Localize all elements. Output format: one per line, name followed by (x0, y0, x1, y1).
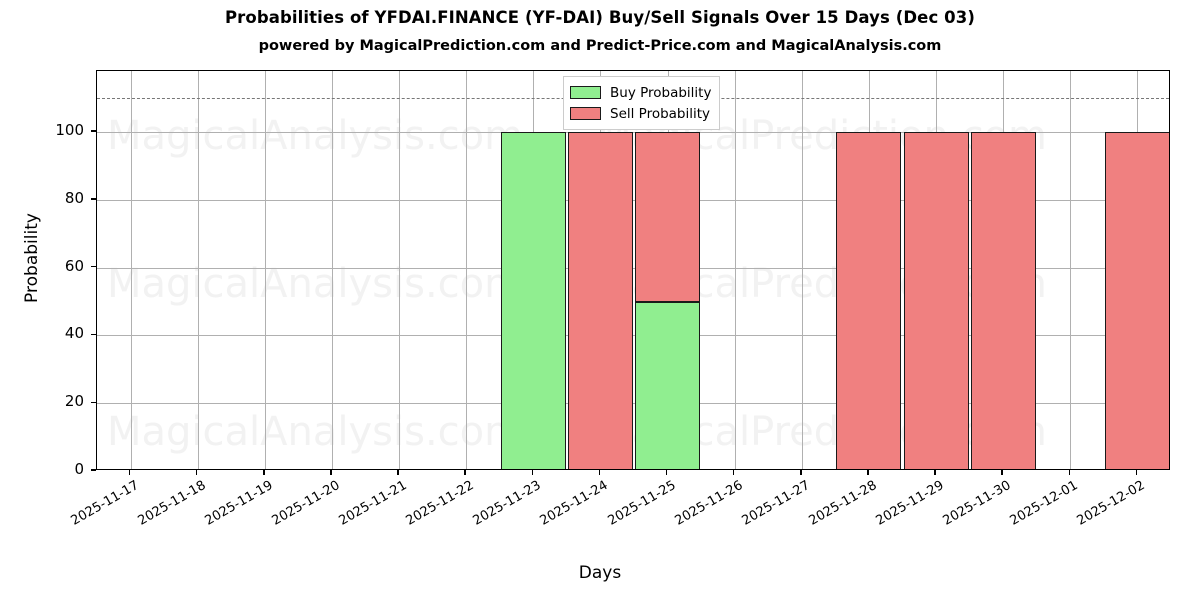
gridline-vertical (399, 71, 401, 469)
x-axis-tick-label: 2025-11-28 (806, 478, 880, 529)
bar-segment (500, 132, 566, 469)
chart-title: Probabilities of YFDAI.FINANCE (YF-DAI) … (224, 8, 975, 27)
y-axis-tick-mark (91, 333, 96, 336)
chart-legend: Buy Probability Sell Probability (563, 76, 721, 130)
bar-segment (970, 132, 1036, 469)
gridline-vertical (130, 71, 132, 469)
x-axis-tick-mark (531, 470, 533, 475)
gridline-horizontal (97, 132, 1169, 134)
x-axis-tick-label: 2025-11-29 (873, 478, 947, 529)
x-axis-tick-label: 2025-11-17 (68, 478, 142, 529)
y-axis-tick-label: 80 (64, 188, 84, 207)
x-axis-tick-label: 2025-11-21 (336, 478, 410, 529)
gridline-horizontal (97, 267, 1169, 269)
x-axis-tick-mark (195, 470, 198, 475)
gridline-horizontal (97, 199, 1169, 201)
y-axis-tick-mark (91, 469, 96, 471)
y-axis-tick-label: 0 (74, 460, 84, 478)
x-axis-tick-label: 2025-11-24 (537, 478, 611, 529)
y-axis-tick-mark (91, 265, 96, 268)
y-axis-tick-label: 20 (64, 392, 84, 411)
legend-label: Buy Probability (610, 84, 712, 101)
y-axis-tick-label: 60 (64, 256, 84, 275)
bar-segment (903, 132, 969, 469)
x-axis-tick-mark (598, 470, 601, 475)
x-axis-tick-label: 2025-12-01 (1007, 478, 1081, 529)
gridline-horizontal (97, 335, 1169, 337)
legend-color-swatch (570, 107, 601, 120)
y-axis-tick-label: 100 (55, 121, 84, 140)
gridline-vertical (331, 71, 333, 469)
x-axis-tick-mark (464, 470, 466, 475)
x-axis-tick-mark (867, 470, 869, 475)
x-axis-tick-label: 2025-12-02 (1074, 478, 1148, 529)
x-axis-tick-mark (1001, 470, 1003, 475)
watermark-text: MagicalAnalysis.com (107, 409, 524, 455)
y-axis-tick-mark (91, 198, 96, 200)
x-axis-tick-mark (732, 470, 735, 475)
gridline-vertical (264, 71, 266, 469)
x-axis-tick-mark (800, 470, 802, 475)
x-axis-tick-mark (1068, 470, 1070, 475)
x-axis-tick-label: 2025-11-18 (135, 478, 209, 529)
legend-item[interactable]: Buy Probability (570, 82, 711, 103)
x-axis-tick-mark (665, 470, 668, 475)
x-axis-tick-mark (330, 470, 332, 475)
y-axis-tick-label: 40 (64, 324, 84, 343)
x-axis-tick-mark (128, 470, 131, 475)
x-axis-tick-label: 2025-11-30 (940, 478, 1014, 529)
y-axis-tick-mark (91, 130, 96, 132)
bar-segment (1104, 132, 1169, 469)
y-axis-label: Probability (22, 213, 42, 303)
x-axis-tick-mark (397, 470, 399, 475)
x-axis-label: Days (578, 563, 622, 583)
x-axis-tick-label: 2025-11-20 (269, 478, 343, 529)
x-axis-tick-mark (934, 470, 936, 475)
x-axis-tick-label: 2025-11-23 (470, 478, 544, 529)
bar-segment (635, 132, 701, 302)
x-axis-tick-label: 2025-11-27 (739, 478, 813, 529)
plot-area: MagicalAnalysis.com MagicalPrediction.com… (96, 70, 1170, 470)
bar-segment (567, 132, 633, 469)
gridline-vertical (466, 71, 468, 469)
legend-item[interactable]: Sell Probability (570, 103, 711, 124)
x-axis-tick-mark (1135, 470, 1138, 475)
chart-subtitle: powered by MagicalPrediction.com and Pre… (258, 38, 942, 54)
x-axis-tick-label: 2025-11-22 (403, 478, 477, 529)
y-axis-tick-mark (91, 401, 96, 403)
x-axis-tick-label: 2025-11-19 (202, 478, 276, 529)
x-axis-tick-mark (263, 470, 265, 475)
legend-color-swatch (570, 86, 601, 99)
gridline-vertical (197, 71, 199, 469)
bar-segment (635, 301, 701, 469)
gridline-vertical (801, 71, 803, 469)
bar-segment (836, 132, 902, 469)
gridline-vertical (1070, 71, 1072, 469)
watermark-text: MagicalAnalysis.com (107, 113, 524, 159)
gridline-horizontal (97, 403, 1169, 405)
x-axis-tick-label: 2025-11-25 (605, 478, 679, 529)
legend-label: Sell Probability (610, 105, 711, 122)
x-axis-tick-label: 2025-11-26 (672, 478, 746, 529)
gridline-vertical (734, 71, 736, 469)
